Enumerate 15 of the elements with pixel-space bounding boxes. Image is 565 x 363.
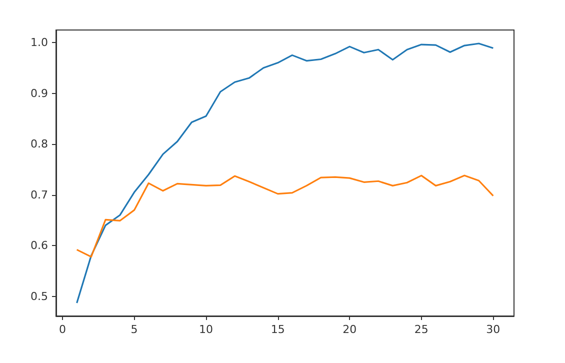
line-series — [76, 174, 494, 258]
y-tick-label: 1.0 — [30, 36, 48, 49]
x-tick-label: 20 — [342, 323, 357, 336]
x-tick-label: 10 — [199, 323, 214, 336]
line-series — [76, 42, 494, 304]
y-tick-label: 0.8 — [30, 138, 48, 151]
y-tick-label: 0.7 — [30, 188, 48, 202]
x-tick-label: 15 — [270, 323, 285, 336]
x-tick-label: 5 — [130, 323, 138, 336]
x-tick-label: 0 — [58, 323, 66, 336]
y-tick-label: 0.5 — [30, 290, 48, 303]
x-tick-label: 30 — [486, 323, 500, 336]
y-tick-label: 0.6 — [30, 239, 48, 252]
y-tick-label: 0.9 — [30, 86, 48, 100]
x-tick-label: 25 — [414, 323, 428, 336]
